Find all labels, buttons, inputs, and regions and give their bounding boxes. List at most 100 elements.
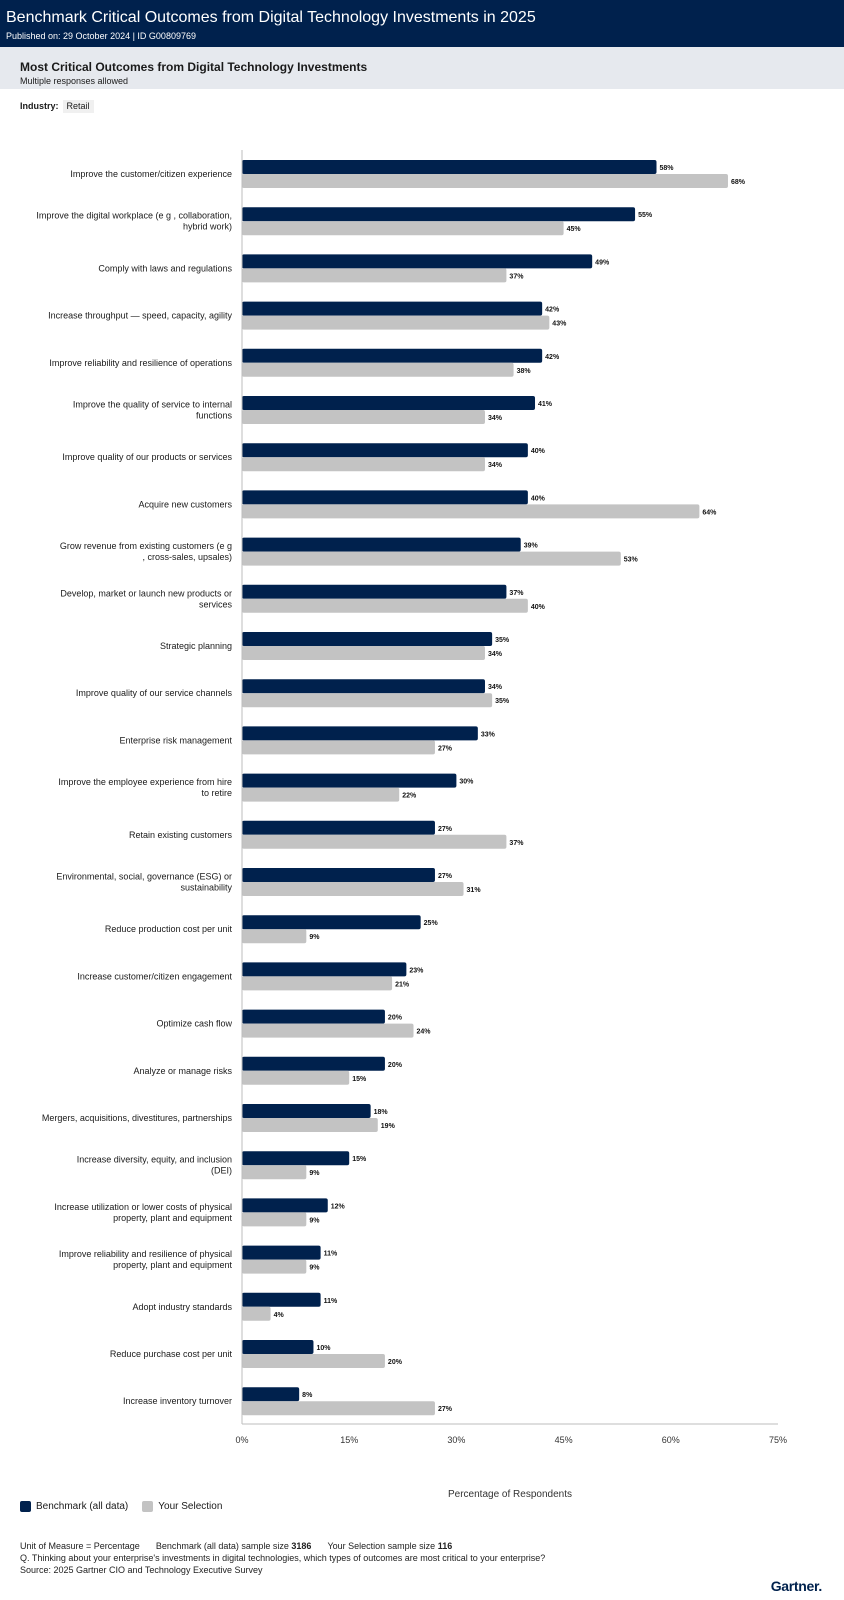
data-label-benchmark: 20%	[388, 1015, 403, 1022]
category-label: Acquire new customers	[138, 499, 232, 509]
category-label: Improve the digital workplace (e g , col…	[36, 211, 232, 232]
data-label-benchmark: 25%	[424, 920, 439, 927]
survey-question: Q. Thinking about your enterprise's inve…	[20, 1553, 546, 1563]
bar-benchmark[interactable]	[242, 1340, 314, 1354]
bar-selection[interactable]	[242, 787, 400, 802]
data-label-benchmark: 27%	[438, 873, 453, 880]
bar-selection[interactable]	[242, 457, 485, 472]
data-label-selection: 43%	[552, 321, 567, 328]
chart-subtitle: Multiple responses allowed	[20, 76, 129, 86]
legend-label-benchmark: Benchmark (all data)	[36, 1501, 129, 1512]
bar-benchmark[interactable]	[242, 1387, 300, 1402]
selection-sample-size: 116	[437, 1541, 453, 1551]
legend-item-benchmark[interactable]: Benchmark (all data)	[20, 1501, 128, 1512]
bar-selection[interactable]	[242, 221, 564, 236]
bar-benchmark[interactable]	[242, 1151, 350, 1166]
bar-benchmark[interactable]	[242, 490, 528, 505]
bar-selection[interactable]	[242, 551, 621, 566]
data-label-selection: 27%	[438, 1406, 453, 1413]
bar-benchmark[interactable]	[242, 1056, 385, 1071]
data-label-selection: 22%	[402, 793, 417, 800]
x-axis-label: Percentage of Respondents	[448, 1489, 572, 1500]
bar-benchmark[interactable]	[242, 962, 407, 977]
category-label: Improve the quality of service to intern…	[73, 400, 233, 421]
category-label: Increase inventory turnover	[123, 1396, 232, 1406]
bar-benchmark[interactable]	[242, 301, 543, 316]
industry-filter-value[interactable]: Retail	[62, 100, 94, 113]
bar-selection[interactable]	[242, 693, 493, 708]
bar-benchmark[interactable]	[242, 396, 536, 410]
data-label-benchmark: 11%	[324, 1298, 338, 1305]
bar-benchmark[interactable]	[242, 915, 421, 930]
bar-benchmark[interactable]	[242, 1009, 385, 1024]
bar-benchmark[interactable]	[242, 1245, 321, 1260]
data-label-benchmark: 49%	[595, 259, 610, 266]
bar-benchmark[interactable]	[242, 773, 457, 788]
category-label: Improve the employee experience from hir…	[58, 777, 232, 798]
bar-benchmark[interactable]	[242, 443, 528, 458]
bar-selection[interactable]	[242, 1070, 350, 1085]
bar-benchmark[interactable]	[242, 207, 636, 222]
bar-selection[interactable]	[242, 740, 435, 755]
category-label: Environmental, social, governance (ESG) …	[56, 872, 232, 893]
data-label-selection: 45%	[567, 226, 582, 233]
bar-selection[interactable]	[242, 929, 307, 944]
chart-header: Most Critical Outcomes from Digital Tech…	[0, 47, 844, 89]
bar-benchmark[interactable]	[242, 868, 435, 882]
bar-selection[interactable]	[242, 834, 507, 849]
unit-of-measure: Unit of Measure = Percentage	[20, 1541, 140, 1551]
bar-benchmark[interactable]	[242, 160, 657, 174]
data-label-selection: 9%	[309, 1170, 320, 1177]
bar-benchmark[interactable]	[242, 820, 435, 835]
bar-selection[interactable]	[242, 1212, 307, 1227]
chart-title: Most Critical Outcomes from Digital Tech…	[20, 60, 368, 74]
bar-selection[interactable]	[242, 976, 393, 991]
bar-benchmark[interactable]	[242, 584, 507, 599]
bars: 58% 68% 55% 45% 49% 37% 42% 43% 42% 38% 41% 34% 40% 3…	[242, 160, 746, 1416]
bar-benchmark[interactable]	[242, 1292, 321, 1307]
category-label: Retain existing customers	[129, 830, 233, 840]
bar-benchmark[interactable]	[242, 348, 543, 363]
benchmark-sample-label: Benchmark (all data) sample size	[155, 1541, 289, 1551]
industry-filter[interactable]: Industry: Retail	[20, 100, 94, 113]
bar-selection[interactable]	[242, 598, 528, 613]
bar-selection[interactable]	[242, 646, 485, 660]
bar-selection[interactable]	[242, 315, 550, 330]
selection-sample-label: Your Selection sample size	[327, 1541, 436, 1551]
bar-selection[interactable]	[242, 1401, 435, 1416]
bar-selection[interactable]	[242, 410, 485, 424]
data-label-benchmark: 10%	[316, 1345, 331, 1352]
data-label-selection: 38%	[517, 368, 532, 375]
category-label: Reduce purchase cost per unit	[110, 1349, 233, 1359]
bar-benchmark[interactable]	[242, 679, 485, 694]
data-label-benchmark: 35%	[495, 637, 510, 644]
data-source: Source: 2025 Gartner CIO and Technology …	[20, 1565, 263, 1575]
bar-benchmark[interactable]	[242, 254, 593, 269]
data-label-selection: 40%	[531, 604, 546, 611]
data-label-selection: 20%	[388, 1359, 403, 1366]
data-label-selection: 34%	[488, 462, 503, 469]
bar-benchmark[interactable]	[242, 726, 478, 741]
bar-selection[interactable]	[242, 882, 464, 896]
bar-selection[interactable]	[242, 174, 728, 188]
bar-benchmark[interactable]	[242, 537, 521, 552]
bar-selection[interactable]	[242, 1354, 385, 1368]
bar-benchmark[interactable]	[242, 1198, 328, 1213]
category-label: Increase throughput — speed, capacity, a…	[48, 311, 232, 321]
bar-selection[interactable]	[242, 268, 507, 283]
category-label: Optimize cash flow	[156, 1019, 232, 1029]
legend-item-selection[interactable]: Your Selection	[142, 1501, 222, 1512]
bar-selection[interactable]	[242, 1165, 307, 1180]
x-tick-label: 45%	[555, 1435, 573, 1445]
bar-selection[interactable]	[242, 504, 700, 519]
data-label-selection: 34%	[488, 415, 503, 422]
bar-benchmark[interactable]	[242, 632, 493, 646]
bar-selection[interactable]	[242, 1259, 307, 1274]
bar-benchmark[interactable]	[242, 1104, 371, 1118]
data-label-benchmark: 39%	[524, 543, 539, 550]
bar-selection[interactable]	[242, 1118, 378, 1132]
bar-selection[interactable]	[242, 362, 514, 377]
bar-selection[interactable]	[242, 1023, 414, 1038]
data-label-selection: 31%	[467, 887, 482, 894]
bar-selection[interactable]	[242, 1306, 271, 1321]
